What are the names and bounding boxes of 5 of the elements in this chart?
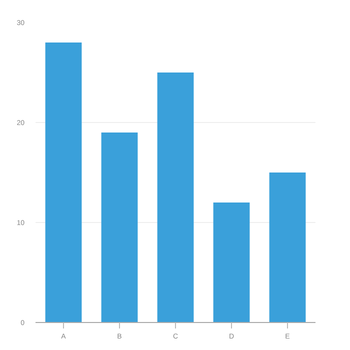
bar: [101, 132, 138, 322]
bar: [157, 72, 194, 322]
bar: [269, 172, 306, 322]
bar: [45, 42, 82, 322]
bar: [213, 202, 250, 322]
